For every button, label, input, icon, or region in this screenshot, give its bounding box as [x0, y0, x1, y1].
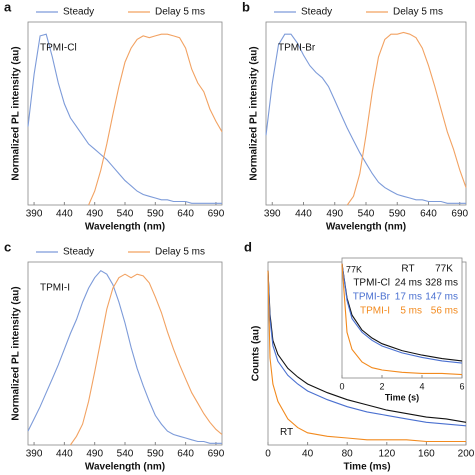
series-line	[267, 270, 467, 427]
series-line	[27, 33, 222, 204]
series-line	[341, 263, 463, 364]
series-line	[88, 33, 223, 206]
x-tick-label: 590	[147, 209, 164, 220]
x-tick-label: 160	[418, 449, 435, 460]
annotation: TPMI-Cl	[40, 42, 77, 53]
x-tick-label: 80	[342, 449, 354, 460]
table-cell: 5 ms	[400, 306, 422, 317]
x-tick-label: 200	[458, 449, 475, 460]
x-tick-label: 0	[339, 381, 344, 391]
x-tick-label: 690	[208, 209, 225, 220]
x-tick-label: 6	[459, 381, 464, 391]
panel-letter: c	[4, 239, 11, 254]
x-tick-label: 40	[302, 449, 314, 460]
x-tick-label: 590	[147, 449, 164, 460]
table-cell: 56 ms	[431, 306, 458, 317]
x-tick-label: 440	[56, 209, 73, 220]
series-line	[346, 31, 467, 206]
x-tick-label: 0	[265, 449, 271, 460]
table-header: 77K	[435, 264, 453, 275]
legend-label: Delay 5 ms	[155, 7, 205, 18]
panel-letter: b	[242, 0, 250, 14]
x-tick-label: 690	[208, 449, 225, 460]
table-cell: 328 ms	[425, 278, 458, 289]
table-row-label: TPMI-I	[360, 306, 390, 317]
x-tick-label: 390	[26, 209, 43, 220]
series-line	[267, 270, 466, 443]
series-line	[27, 269, 222, 444]
annotation: TPMI-Br	[278, 42, 316, 53]
x-tick-label: 540	[117, 209, 134, 220]
series-line	[341, 263, 463, 376]
x-tick-label: 640	[420, 209, 437, 220]
x-axis-label: Wavelength (nm)	[85, 462, 165, 473]
y-axis-label: Normalized PL intensity (au)	[11, 286, 22, 420]
x-tick-label: 390	[264, 209, 281, 220]
x-tick-label: 490	[326, 209, 343, 220]
x-tick-label: 540	[358, 209, 375, 220]
x-axis-label: Wavelength (nm)	[326, 222, 406, 233]
table-row-label: TPMI-Cl	[353, 278, 390, 289]
series-line	[341, 263, 463, 362]
series-line	[267, 270, 467, 423]
x-tick-label: 540	[117, 449, 134, 460]
series-line	[265, 33, 466, 204]
series-line	[69, 273, 223, 446]
x-tick-label: 120	[378, 449, 395, 460]
x-tick-label: 440	[56, 449, 73, 460]
x-axis-label: Wavelength (nm)	[85, 222, 165, 233]
legend-label: Steady	[63, 247, 94, 258]
x-tick-label: 490	[86, 449, 103, 460]
plot-frame	[265, 21, 467, 206]
x-tick-label: 640	[177, 449, 194, 460]
table-cell: 17 ms	[395, 292, 422, 303]
x-tick-label: 2	[379, 381, 384, 391]
annotation: 77K	[346, 264, 362, 274]
x-axis-label: Time (ms)	[343, 462, 390, 473]
table-header: RT	[401, 264, 414, 275]
legend-label: Steady	[63, 7, 94, 18]
plot-frame	[27, 261, 223, 446]
x-axis-label: Time (s)	[385, 392, 419, 402]
plot-frame	[27, 21, 223, 206]
inset-frame	[341, 257, 463, 379]
x-tick-label: 490	[86, 209, 103, 220]
panel-letter: d	[244, 239, 252, 254]
legend-label: Delay 5 ms	[393, 7, 443, 18]
annotation: RT	[280, 427, 293, 438]
legend-label: Delay 5 ms	[155, 247, 205, 258]
x-tick-label: 590	[389, 209, 406, 220]
legend-label: Steady	[301, 7, 332, 18]
y-axis-label: Normalized PL intensity (au)	[11, 46, 22, 180]
y-axis-label: Counts (au)	[251, 326, 262, 382]
x-tick-label: 440	[295, 209, 312, 220]
x-tick-label: 390	[26, 449, 43, 460]
table-cell: 24 ms	[395, 278, 422, 289]
x-tick-label: 4	[419, 381, 424, 391]
x-tick-label: 690	[451, 209, 468, 220]
y-axis-label: Normalized PL intensity (au)	[249, 46, 260, 180]
table-row-label: TPMI-Br	[353, 292, 391, 303]
x-tick-label: 640	[177, 209, 194, 220]
annotation: TPMI-I	[40, 282, 70, 293]
panel-letter: a	[4, 0, 12, 14]
table-cell: 147 ms	[425, 292, 458, 303]
